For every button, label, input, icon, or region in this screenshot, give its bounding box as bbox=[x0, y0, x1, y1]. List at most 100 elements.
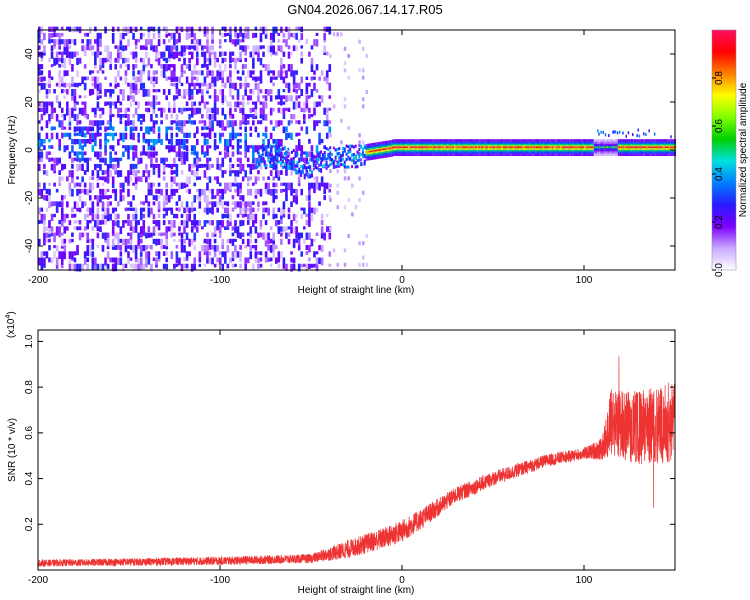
spectrogram-cell bbox=[178, 120, 181, 126]
spectrogram-cell bbox=[252, 101, 255, 105]
spectrogram-cell bbox=[469, 146, 471, 149]
spectrogram-cell bbox=[175, 138, 179, 146]
spectrogram-cell bbox=[259, 263, 263, 268]
spectrogram-cell bbox=[221, 32, 225, 38]
spectrogram-cell bbox=[86, 238, 90, 244]
spectrogram-cell bbox=[83, 232, 87, 236]
spectrogram-cell bbox=[636, 134, 638, 138]
spectrogram-cell bbox=[274, 162, 277, 166]
spectrogram-cell bbox=[659, 146, 661, 149]
spectrogram-cell bbox=[40, 151, 44, 158]
spectrogram-cell bbox=[236, 151, 240, 155]
spectrogram-cell bbox=[277, 138, 281, 147]
spectrogram-cell bbox=[170, 76, 174, 83]
snr-x-ticks: -200 -100 0 100 bbox=[28, 330, 593, 586]
spectrogram-cell bbox=[234, 32, 237, 38]
spectrogram-cell bbox=[664, 146, 667, 149]
spectrogram-cell bbox=[190, 114, 194, 118]
spectrogram-cell bbox=[352, 156, 355, 160]
spectrogram-cell bbox=[175, 39, 179, 44]
spectrogram-cell bbox=[173, 64, 176, 72]
spectrogram-cell bbox=[124, 176, 128, 183]
spectrogram-cell bbox=[334, 158, 337, 162]
spectrogram-cell bbox=[249, 213, 253, 221]
spectrogram-cell bbox=[170, 176, 174, 182]
spectrogram-cell bbox=[280, 226, 283, 232]
spectrogram-cell bbox=[234, 226, 237, 234]
spectrogram-cell bbox=[216, 95, 219, 102]
spectrogram-cell bbox=[150, 114, 153, 122]
spectrogram-cell bbox=[269, 132, 273, 140]
spectrogram-cell bbox=[234, 39, 237, 47]
spectrogram-cell bbox=[83, 257, 87, 265]
spectrogram-cell bbox=[48, 145, 51, 149]
spectrogram-cell bbox=[73, 39, 77, 46]
spectrogram-cell bbox=[173, 176, 176, 184]
spectrogram-cell bbox=[86, 232, 90, 241]
spectrogram-cell bbox=[600, 130, 602, 134]
spectrogram-cell bbox=[208, 163, 212, 170]
spectrogram-cell bbox=[162, 163, 166, 172]
spectrogram-cell bbox=[395, 146, 397, 149]
spectrogram-cell bbox=[137, 232, 140, 239]
spectrogram-cell bbox=[178, 89, 181, 97]
spectrogram-cell bbox=[553, 146, 555, 149]
spectrogram-cell bbox=[267, 70, 270, 76]
spectrogram-cell bbox=[241, 213, 245, 218]
spectrogram-cell bbox=[127, 151, 130, 160]
spectrogram-cell bbox=[234, 220, 237, 227]
spectrogram-cell bbox=[283, 152, 286, 156]
spectrogram-cell bbox=[183, 245, 186, 253]
spectrogram-cell bbox=[76, 157, 79, 162]
spectrogram-cell bbox=[221, 57, 225, 64]
spectrogram-cell bbox=[277, 70, 281, 78]
spectrogram-cell bbox=[78, 195, 82, 202]
spectrogram-cell bbox=[170, 114, 174, 119]
spectrogram-cell bbox=[239, 82, 242, 89]
spectrogram-cell bbox=[600, 146, 602, 149]
spectrogram-cell bbox=[305, 95, 309, 104]
spectrogram-cell bbox=[252, 114, 255, 120]
spectrogram-cell bbox=[78, 232, 82, 241]
spectrogram-cell bbox=[206, 132, 209, 138]
spectrogram-cell bbox=[451, 146, 454, 149]
spectrogram-cell bbox=[280, 151, 283, 159]
spectrogram-cell bbox=[99, 114, 102, 119]
spectrogram-cell bbox=[127, 245, 130, 249]
spectrogram-cell bbox=[165, 201, 168, 205]
spectrogram-cell bbox=[53, 245, 56, 249]
spectrogram-y-label: Frequency (Hz) bbox=[7, 116, 18, 185]
spectrogram-cell bbox=[152, 76, 156, 82]
spectrogram-cell bbox=[193, 182, 197, 187]
spectrogram-cell bbox=[630, 146, 633, 149]
spectrogram-cell bbox=[170, 251, 174, 259]
spectrogram-cell bbox=[325, 26, 329, 32]
spectrogram-cell bbox=[60, 245, 64, 249]
spectrogram-cell bbox=[71, 251, 74, 260]
spectrogram-cell bbox=[264, 95, 268, 102]
spectrogram-cell bbox=[213, 76, 217, 85]
spectrogram-cell bbox=[361, 190, 365, 195]
spectrogram-cell bbox=[665, 146, 668, 149]
spectrogram-cell bbox=[83, 82, 87, 91]
spectrogram-cell bbox=[559, 146, 562, 149]
spectrogram-cell bbox=[86, 138, 90, 144]
spectrogram-cell bbox=[185, 257, 189, 262]
spectrogram-cell bbox=[139, 257, 143, 266]
spectrogram-cell bbox=[68, 120, 72, 126]
spectrogram-cell bbox=[358, 158, 361, 162]
spectrogram-cell bbox=[313, 238, 316, 242]
spectrogram-cell bbox=[170, 182, 174, 189]
spectrogram-cell bbox=[88, 182, 92, 191]
spectrogram-cell bbox=[269, 263, 273, 267]
spectrogram-cell bbox=[40, 39, 44, 45]
spectrogram-cell bbox=[347, 54, 350, 58]
spectrogram-cell bbox=[323, 107, 326, 115]
spectrogram-cell bbox=[137, 39, 140, 43]
spectrogram-cell bbox=[193, 76, 197, 80]
spectrogram-cell bbox=[134, 76, 138, 85]
spectrogram-cell bbox=[249, 163, 253, 171]
spectrogram-cell bbox=[195, 82, 199, 87]
spectrogram-cell bbox=[122, 138, 125, 143]
